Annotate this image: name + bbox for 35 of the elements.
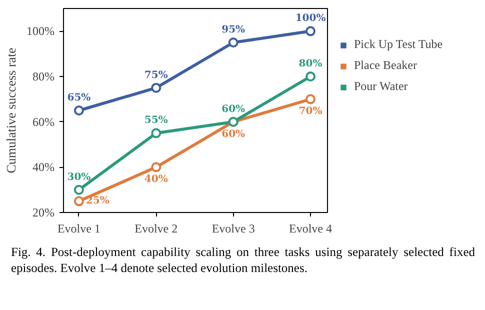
data-label: 60% — [222, 104, 246, 115]
legend-label: Place Beaker — [354, 58, 417, 73]
data-label: 75% — [144, 70, 168, 81]
y-tick-label: 60% — [32, 114, 55, 129]
point — [151, 82, 162, 93]
point — [151, 162, 162, 172]
data-label: 100% — [295, 13, 326, 24]
legend-label: Pour Water — [354, 79, 408, 94]
data-label: 65% — [67, 92, 92, 104]
legend-label: Pick Up Test Tube — [354, 37, 443, 52]
y-tick-label: 100% — [26, 24, 55, 38]
point — [74, 196, 84, 206]
point — [306, 94, 316, 104]
y-tick-label: 20% — [32, 206, 55, 220]
point — [306, 72, 316, 82]
caption: Fig. 4. Post-deployment capability scaling on three tasks using separately selected fixed episodes. Evolve 1–4 denote selected evolution milestones. — [11, 245, 475, 276]
x-tick-label: Evolve 2 — [134, 222, 178, 236]
point — [306, 26, 316, 36]
y-axis-title: Cumulative success rate — [4, 47, 19, 174]
point — [151, 128, 162, 138]
point — [228, 38, 238, 48]
data-label: 70% — [298, 106, 323, 118]
data-label: 55% — [144, 115, 168, 126]
data-label: 80% — [298, 58, 323, 70]
data-label: 40% — [144, 174, 168, 186]
y-tick-label: 80% — [32, 70, 55, 84]
x-tick-label: Evolve 4 — [289, 222, 332, 236]
data-label: 60% — [222, 128, 246, 140]
point — [74, 184, 84, 195]
x-tick-label: Evolve 3 — [212, 222, 255, 236]
point — [74, 106, 84, 116]
data-label: 95% — [222, 24, 246, 36]
data-label: 30% — [67, 172, 92, 183]
x-tick-label: Evolve 1 — [57, 222, 100, 236]
y-tick-label: 40% — [32, 160, 55, 174]
